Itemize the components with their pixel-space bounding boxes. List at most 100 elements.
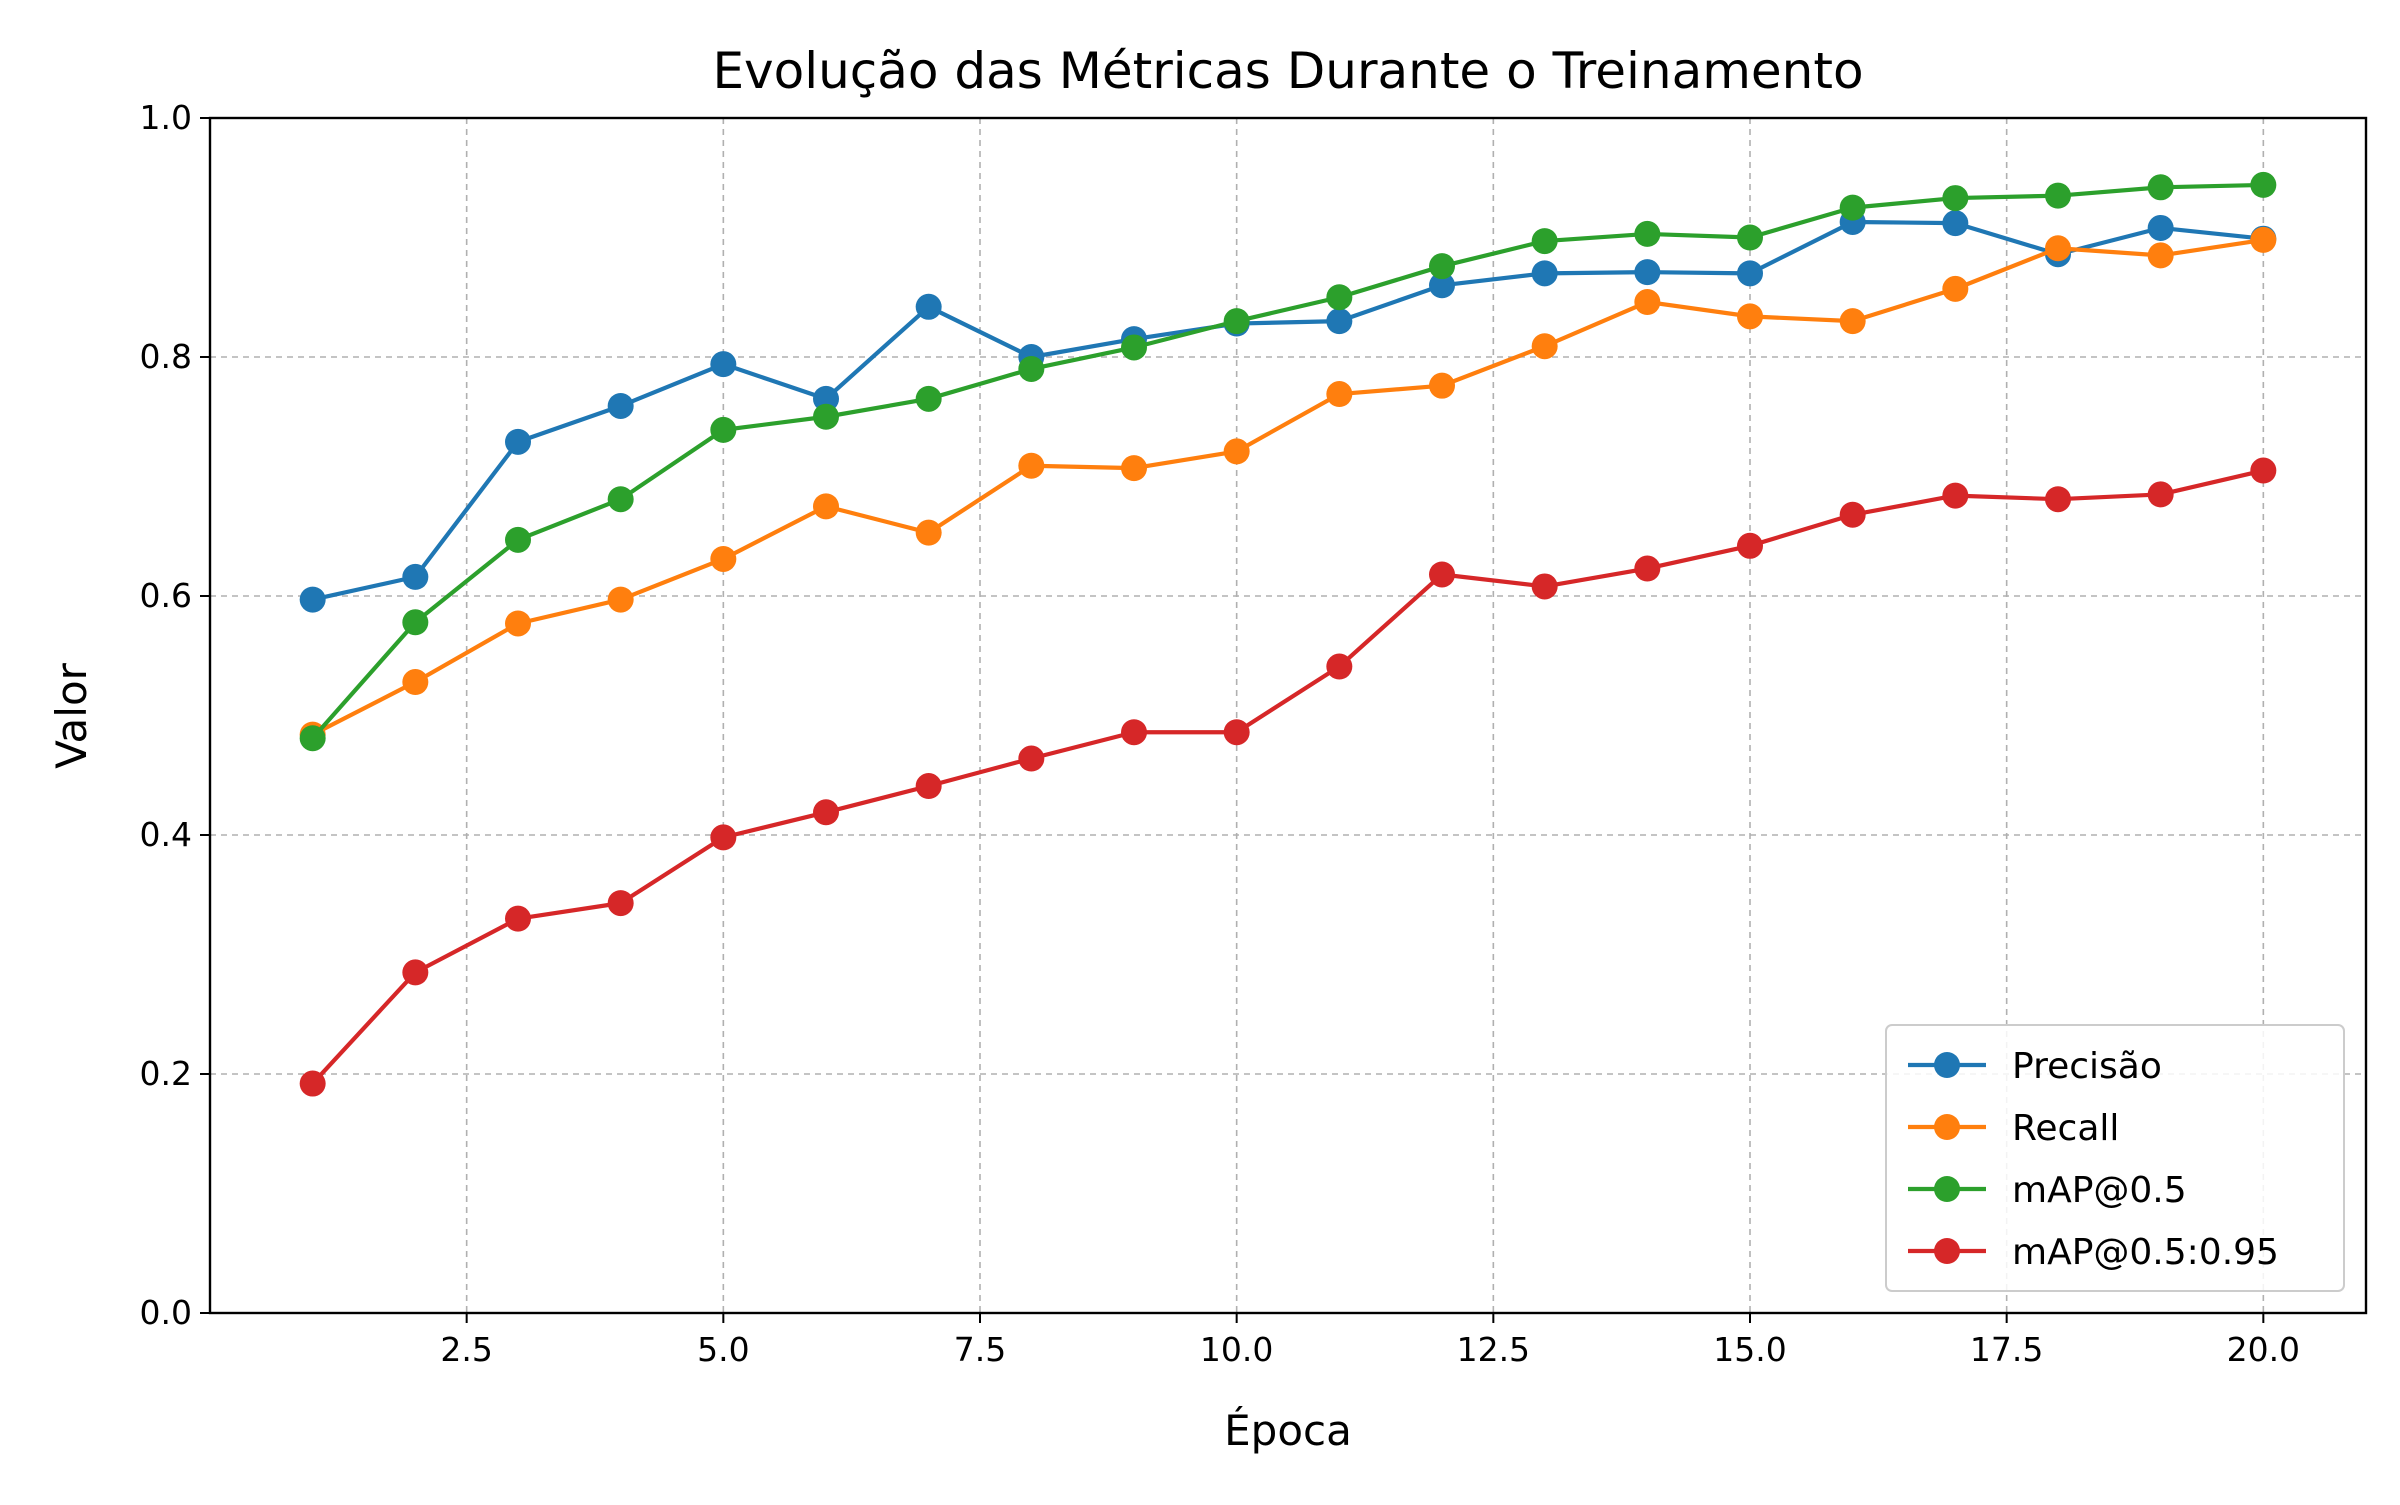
x-tick-label: 20.0 [2227, 1330, 2300, 1369]
data-point [1942, 482, 1969, 509]
data-point [710, 416, 737, 443]
plot-frame [208, 116, 2368, 1315]
data-point [1942, 275, 1969, 302]
legend-item: Precisão [1908, 1046, 2162, 1087]
data-point [813, 385, 839, 412]
y-tick-label: 0.2 [140, 1054, 192, 1093]
data-point [299, 725, 326, 752]
data-point [1223, 438, 1250, 465]
y-tick-label: 0.0 [140, 1293, 192, 1332]
series-line [312, 219, 2264, 602]
data-point [2045, 235, 2071, 262]
data-point [1839, 501, 1866, 528]
data-point [1121, 719, 1147, 746]
x-tick-label: 5.0 [697, 1330, 749, 1369]
data-point [915, 519, 942, 546]
series-1 [299, 226, 2277, 748]
data-point [1839, 308, 1866, 335]
data-point [1634, 259, 1661, 286]
data-point [915, 385, 942, 412]
data-point [505, 526, 531, 553]
data-point [813, 493, 839, 520]
data-point [915, 293, 942, 320]
data-point [607, 392, 634, 419]
axis-ticks: 2.5 5.0 7.5 10.0 12.5 15.0 17.5 20.0 0.0 0.2 0.4 0.… [140, 98, 2301, 1369]
series-layer [299, 171, 2277, 1097]
data-point [1429, 272, 1455, 299]
series-2 [299, 171, 2277, 752]
data-point [1531, 573, 1558, 600]
data-point [505, 905, 531, 932]
series-line [311, 468, 2264, 1085]
x-tick-label: 12.5 [1457, 1330, 1530, 1369]
data-point [1429, 561, 1455, 588]
data-point [710, 545, 737, 572]
data-point [402, 563, 429, 590]
series-3 [299, 457, 2277, 1097]
data-point [402, 609, 429, 636]
data-point [2250, 226, 2277, 253]
data-point [2147, 214, 2174, 241]
data-point [2147, 174, 2174, 201]
data-point [607, 586, 634, 613]
data-point [1018, 745, 1045, 772]
legend-label: mAP@0.5:0.95 [2012, 1232, 2279, 1273]
data-point [2147, 242, 2174, 269]
series-line [311, 182, 2264, 740]
x-tick-label: 7.5 [954, 1330, 1006, 1369]
data-point [1942, 210, 1969, 237]
data-point [1531, 228, 1558, 255]
data-point [2250, 171, 2277, 198]
data-point [299, 586, 326, 613]
legend: Precisão Recall mAP@0.5 mAP@0.5:0.95 [1885, 1024, 2345, 1292]
data-point [1531, 333, 1558, 360]
data-point [2147, 481, 2174, 508]
y-tick-label: 1.0 [140, 98, 192, 137]
data-point [1326, 308, 1353, 335]
data-point [1018, 355, 1045, 382]
data-point [1737, 260, 1763, 287]
legend-item: mAP@0.5:0.95 [1908, 1232, 2279, 1273]
data-point [607, 486, 634, 513]
data-point [2250, 457, 2277, 484]
legend-marker [1934, 1176, 1960, 1202]
data-point [1429, 253, 1455, 280]
data-point [1634, 555, 1661, 582]
legend-label: mAP@0.5 [2012, 1170, 2187, 1211]
y-tick-label: 0.4 [140, 815, 192, 854]
legend-item: Recall [1908, 1108, 2119, 1149]
legend-item: mAP@0.5 [1908, 1170, 2187, 1211]
data-point [607, 890, 634, 917]
data-point [710, 824, 737, 851]
series-line [311, 237, 2264, 737]
legend-marker [1934, 1114, 1960, 1140]
data-point [1121, 334, 1147, 361]
x-tick-label: 10.0 [1200, 1330, 1273, 1369]
legend-label: Recall [2012, 1108, 2119, 1149]
x-tick-label: 15.0 [1713, 1330, 1786, 1369]
data-point [1223, 308, 1250, 335]
data-point [2045, 182, 2071, 209]
data-point [1326, 284, 1353, 311]
x-axis-label: Época [1224, 1405, 1352, 1455]
data-point [1737, 224, 1763, 251]
data-point [915, 773, 942, 800]
legend-box [1885, 1024, 2345, 1292]
x-tick-label: 17.5 [1970, 1330, 2043, 1369]
y-tick-label: 0.8 [140, 337, 192, 376]
data-point [1121, 455, 1147, 482]
x-tick-label: 2.5 [440, 1330, 492, 1369]
data-point [1737, 532, 1763, 559]
legend-label: Precisão [2012, 1046, 2162, 1087]
data-point [1737, 303, 1763, 330]
data-point [1531, 260, 1558, 287]
data-point [1326, 653, 1353, 680]
y-tick-label: 0.6 [140, 576, 192, 615]
data-point [813, 799, 839, 826]
data-point [505, 428, 531, 455]
data-point [1634, 220, 1661, 247]
data-point [1018, 452, 1045, 479]
series-0 [299, 208, 2277, 613]
data-point [402, 669, 429, 696]
y-axis-label: Valor [47, 662, 96, 769]
